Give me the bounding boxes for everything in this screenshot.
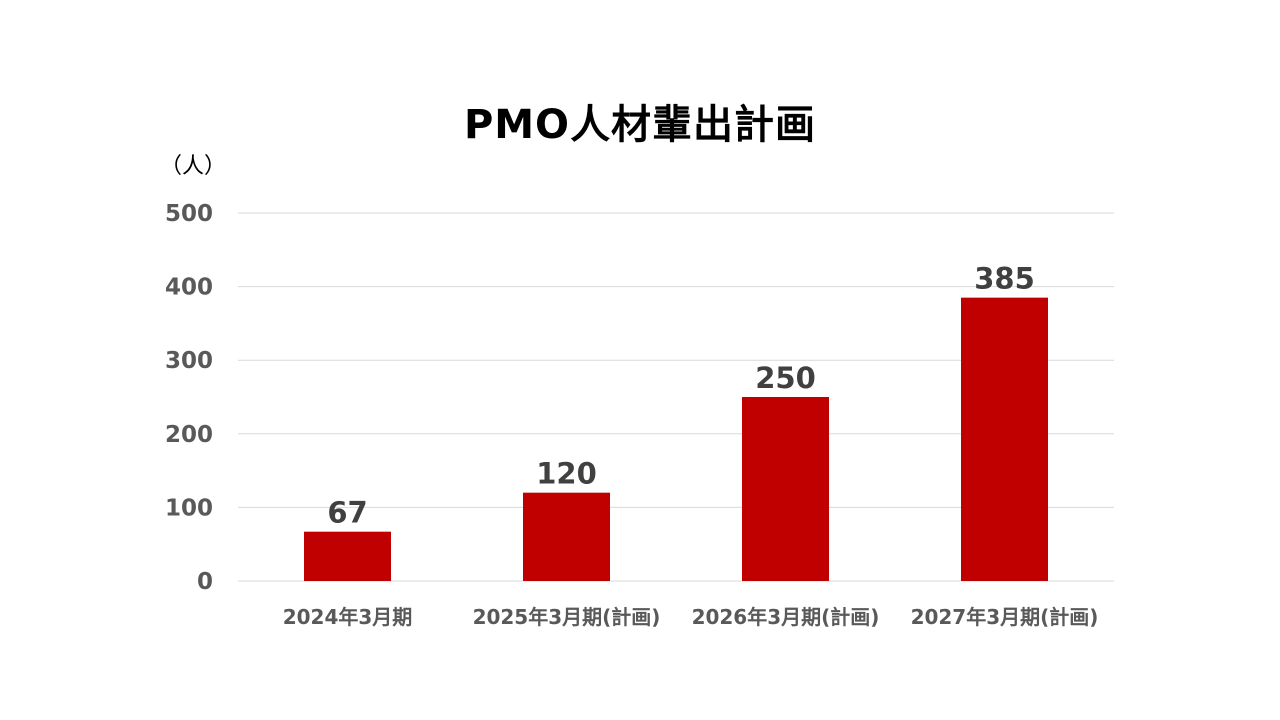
y-tick-label: 100 — [165, 495, 213, 521]
bar-2 — [742, 397, 829, 581]
y-tick-label: 200 — [165, 422, 213, 448]
x-axis-categories: 2024年3月期 2025年3月期(計画) 2026年3月期(計画) 2027年3月期… — [283, 605, 1099, 629]
x-category-label: 2025年3月期(計画) — [473, 605, 661, 629]
bar-3 — [961, 297, 1048, 581]
y-axis-ticks: 0 100 200 300 400 500 — [165, 201, 213, 595]
y-tick-label: 0 — [197, 569, 213, 595]
chart-title: PMO人材輩出計画 — [463, 102, 817, 148]
bar-0 — [304, 531, 391, 581]
bar-1 — [523, 492, 610, 581]
data-label: 120 — [536, 457, 597, 491]
y-tick-label: 400 — [165, 275, 213, 301]
data-label: 385 — [974, 262, 1035, 296]
y-tick-label: 300 — [165, 348, 213, 374]
data-label: 250 — [755, 361, 816, 395]
data-labels: 67 120 250 385 — [327, 262, 1034, 530]
x-category-label: 2027年3月期(計画) — [911, 605, 1099, 629]
y-tick-label: 500 — [165, 201, 213, 227]
x-category-label: 2024年3月期 — [283, 605, 413, 629]
x-category-label: 2026年3月期(計画) — [692, 605, 880, 629]
y-axis-unit-label: （人） — [160, 154, 227, 179]
bars — [304, 297, 1048, 581]
data-label: 67 — [327, 496, 367, 530]
